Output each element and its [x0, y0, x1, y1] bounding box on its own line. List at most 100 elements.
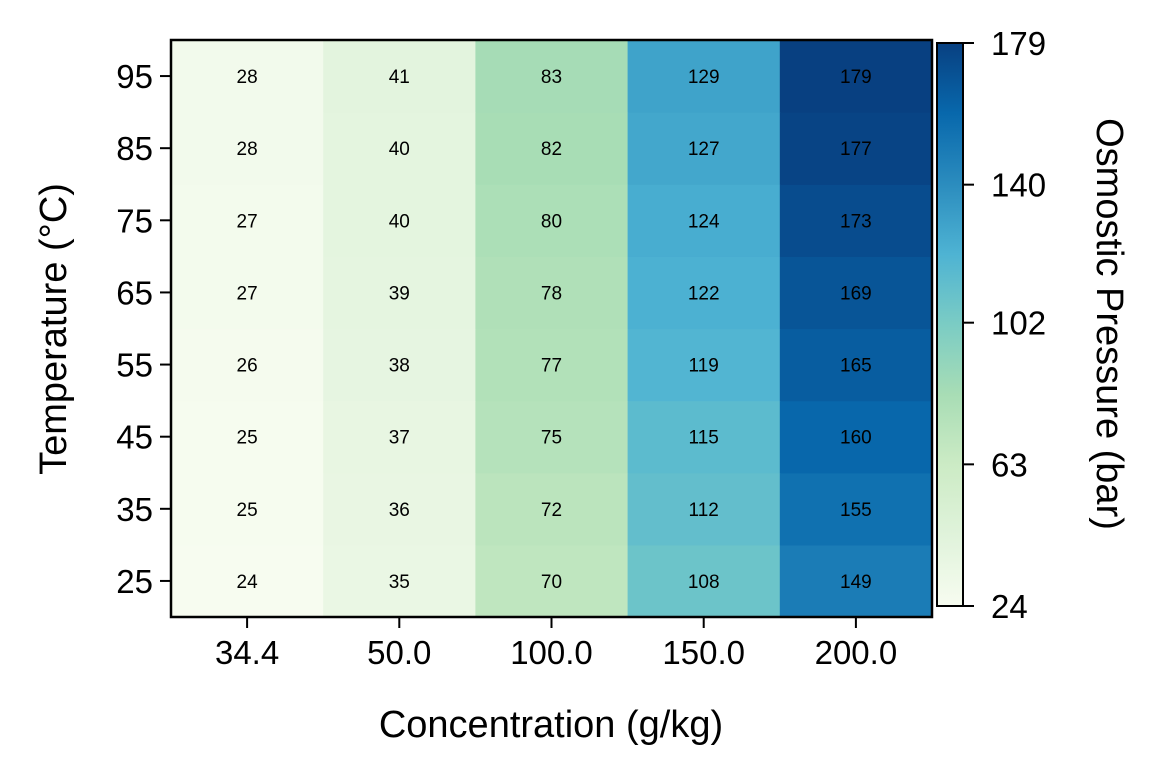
- heatmap-cell-value: 70: [541, 572, 562, 593]
- heatmap-cell-value: 77: [541, 356, 562, 377]
- y-tick-label: 45: [116, 419, 153, 456]
- heatmap-cell: [627, 544, 781, 618]
- heatmap-cell-value: 108: [688, 572, 720, 593]
- colorbar-tick-label: 179: [991, 25, 1046, 62]
- heatmap-cell-value: 40: [389, 139, 410, 160]
- x-tick-label: 100.0: [510, 634, 593, 671]
- colorbar-title: Osmostic Pressure (bar): [1088, 118, 1130, 530]
- heatmap-cell: [475, 544, 629, 618]
- y-tick-label: 55: [116, 347, 153, 384]
- colorbar-tick-label: 102: [991, 305, 1046, 342]
- heatmap-cell: [323, 112, 476, 185]
- heatmap-cell: [171, 184, 324, 257]
- colorbar-tick-label: 63: [991, 446, 1028, 483]
- heatmap-cell-value: 119: [689, 356, 719, 377]
- heatmap-cell: [323, 40, 476, 113]
- heatmap-cell: [171, 328, 324, 402]
- colorbar-gradient: [936, 42, 964, 607]
- colorbar-ticks: 24 63 102 140 179: [963, 25, 1046, 625]
- heatmap-cell: [323, 256, 476, 330]
- heatmap-cell-labels: 24 35 70 108 149 25 36 72 112 155 25 37 75 115 160 26 38…: [237, 67, 872, 593]
- heatmap-cell-value: 38: [389, 356, 410, 377]
- heatmap-cell: [627, 184, 781, 257]
- y-axis: 25 35 45 55 65 75 85 95: [116, 58, 171, 600]
- heatmap-cell: [475, 472, 629, 546]
- heatmap-cell-value: 115: [689, 428, 719, 449]
- heatmap-cell: [475, 400, 629, 474]
- heatmap-cell-value: 72: [541, 500, 562, 521]
- heatmap-cell-value: 165: [840, 356, 872, 377]
- heatmap-cell-value: 160: [840, 428, 872, 449]
- y-tick-label: 95: [116, 58, 153, 95]
- heatmap-cell: [627, 40, 781, 113]
- heatmap-cell-value: 27: [237, 283, 258, 304]
- heatmap-cell: [779, 40, 933, 113]
- heatmap-cell-value: 28: [237, 67, 258, 88]
- heatmap-cell-value: 127: [688, 139, 720, 160]
- heatmap-cell-value: 124: [688, 211, 720, 232]
- heatmap-cell: [323, 184, 476, 257]
- heatmap-cell: [323, 400, 476, 474]
- x-axis-title: Concentration (g/kg): [379, 704, 723, 746]
- y-tick-label: 35: [116, 491, 153, 528]
- heatmap-cell: [475, 184, 629, 257]
- heatmap-cell: [779, 472, 933, 546]
- heatmap-cell: [171, 40, 324, 113]
- heatmap-cell-value: 37: [389, 428, 410, 449]
- heatmap-cell-value: 35: [389, 572, 410, 593]
- heatmap-cell: [475, 256, 629, 330]
- heatmap-cell-value: 177: [840, 139, 872, 160]
- heatmap-cell-value: 82: [541, 139, 562, 160]
- heatmap-cell-value: 78: [541, 283, 562, 304]
- heatmap-cell-value: 179: [840, 67, 872, 88]
- heatmap-cell: [627, 112, 781, 185]
- y-tick-label: 75: [116, 202, 153, 239]
- heatmap-cell: [323, 544, 476, 618]
- heatmap-cell: [627, 256, 781, 330]
- heatmap-cell: [323, 472, 476, 546]
- heatmap-cell-value: 149: [840, 572, 872, 593]
- heatmap-cell: [323, 328, 476, 402]
- heatmap-cell: [779, 256, 933, 330]
- x-tick-label: 34.4: [215, 634, 279, 671]
- heatmap-cells: [171, 40, 933, 618]
- heatmap-cell-value: 80: [541, 211, 562, 232]
- colorbar-tick-label: 24: [991, 588, 1028, 625]
- y-tick-label: 85: [116, 130, 153, 167]
- heatmap-cell: [171, 544, 324, 618]
- heatmap-cell: [171, 472, 324, 546]
- heatmap-cell-value: 83: [541, 67, 562, 88]
- heatmap-cell: [627, 328, 781, 402]
- colorbar: 24 63 102 140 179 Osmostic Pressure (bar): [936, 25, 1130, 625]
- x-tick-label: 200.0: [815, 634, 898, 671]
- heatmap-cell: [171, 400, 324, 474]
- y-tick-label: 65: [116, 274, 153, 311]
- heatmap-cell-value: 129: [688, 67, 720, 88]
- colorbar-tick-label: 140: [991, 167, 1046, 204]
- heatmap-cell-value: 26: [237, 356, 258, 377]
- heatmap-cell: [779, 184, 933, 257]
- x-tick-label: 50.0: [367, 634, 431, 671]
- heatmap-cell-value: 75: [541, 428, 562, 449]
- heatmap-cell-value: 122: [688, 283, 720, 304]
- heatmap-cell: [779, 112, 933, 185]
- heatmap-cell: [779, 328, 933, 402]
- heatmap-cell-value: 27: [237, 211, 258, 232]
- heatmap-cell-value: 24: [237, 572, 259, 593]
- y-axis-title: Temperature (°C): [33, 183, 75, 475]
- heatmap-cell: [627, 400, 781, 474]
- heatmap-cell-value: 36: [389, 500, 410, 521]
- heatmap-cell-value: 39: [389, 283, 410, 304]
- heatmap-cell-value: 169: [840, 283, 872, 304]
- heatmap-cell-value: 173: [840, 211, 872, 232]
- y-tick-label: 25: [116, 563, 153, 600]
- heatmap-cell-value: 155: [840, 500, 872, 521]
- heatmap-cell-value: 25: [237, 428, 258, 449]
- heatmap-cell: [171, 256, 324, 330]
- heatmap-cell: [475, 112, 629, 185]
- x-tick-label: 150.0: [662, 634, 745, 671]
- heatmap-cell: [779, 544, 933, 618]
- heatmap-cell: [627, 472, 781, 546]
- heatmap-cell-value: 112: [689, 500, 719, 521]
